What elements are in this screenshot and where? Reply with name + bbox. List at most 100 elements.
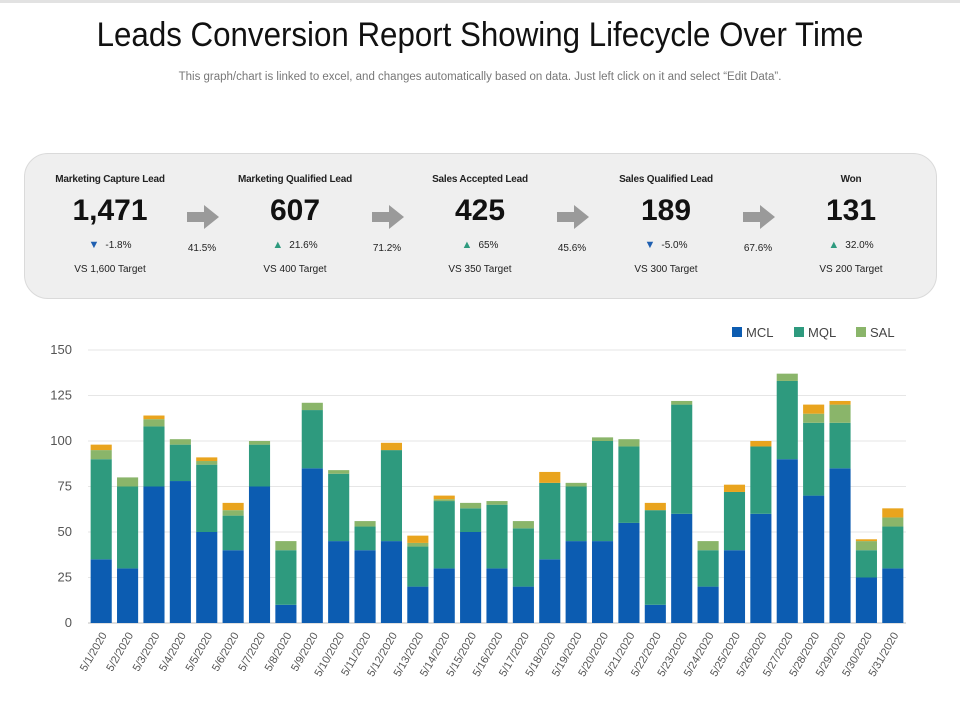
bar-other: [222, 502, 244, 511]
bar-other: [882, 508, 904, 518]
bar-other: [750, 441, 772, 447]
bar-mcl: [90, 559, 112, 623]
bar-mcl: [460, 532, 482, 623]
conversion-rate: 45.6%: [557, 243, 587, 254]
legend-label-mql: MQL: [808, 325, 836, 340]
bar-sal: [354, 521, 376, 527]
bar-mcl: [644, 604, 666, 623]
y-tick-label: 75: [58, 479, 72, 494]
bar-other: [829, 400, 851, 405]
stage-value: 1,471: [72, 194, 148, 227]
bar-mql: [90, 459, 112, 560]
stacked-bar-chart: 02550751001251505/1/20205/2/20205/3/2020…: [50, 325, 906, 679]
bar-mql: [776, 380, 798, 460]
stage-target: VS 200 Target: [819, 264, 883, 275]
bar-mcl: [407, 586, 429, 623]
bar-sal: [697, 541, 719, 551]
bar-mcl: [829, 468, 851, 623]
bar-mcl: [433, 568, 455, 623]
bar-mcl: [380, 541, 403, 623]
stage-change-value: -5.0%: [661, 240, 688, 251]
bar-sal: [829, 404, 851, 423]
bar-sal: [618, 439, 640, 447]
bar-other: [196, 457, 218, 462]
page-subtitle: This graph/chart is linked to excel, and…: [178, 71, 782, 83]
stage-target: VS 1,600 Target: [74, 264, 146, 275]
bar-mql: [117, 486, 139, 569]
legend-swatch-mcl: [732, 327, 742, 337]
bar-sal: [407, 542, 429, 547]
bar-mcl: [750, 513, 772, 623]
stage-label: Marketing Capture Lead: [55, 174, 165, 185]
triangle-down-icon: ▼: [88, 239, 100, 251]
bar-mql: [354, 526, 376, 551]
bar-mcl: [301, 468, 323, 623]
stage-change: ▲ 32.0%: [776, 239, 926, 251]
bar-mql: [644, 510, 666, 605]
bar-sal: [169, 439, 191, 445]
bar-sal: [328, 470, 350, 474]
legend-label-sal: SAL: [870, 325, 895, 340]
bar-sal: [222, 510, 244, 516]
bar-sal: [855, 541, 877, 551]
stage-value: 607: [269, 194, 321, 227]
y-tick-label: 150: [50, 342, 72, 357]
y-tick-label: 0: [65, 615, 72, 630]
bar-mql: [855, 550, 877, 578]
bar-mql: [539, 482, 561, 560]
bar-mcl: [117, 568, 139, 623]
stage-change-value: 21.6%: [289, 240, 318, 251]
stage-value: 131: [825, 194, 877, 227]
triangle-up-icon: ▲: [272, 239, 284, 251]
stage-change: ▲ 65%: [405, 239, 555, 251]
bar-mcl: [354, 550, 376, 623]
bar-mcl: [776, 459, 798, 623]
bar-sal: [671, 400, 693, 405]
stage-label: Sales Accepted Lead: [432, 174, 528, 185]
stage-change: ▼ -1.8%: [35, 239, 185, 251]
bar-other: [723, 484, 746, 492]
bar-mql: [248, 444, 271, 487]
right-arrow-icon: [372, 205, 404, 229]
bar-mql: [882, 526, 904, 569]
legend-swatch-sal: [856, 327, 866, 337]
bar-mcl: [697, 586, 719, 623]
bar-mql: [196, 464, 218, 532]
bar-sal: [275, 541, 297, 551]
conversion-rate: 71.2%: [372, 243, 402, 254]
bar-mcl: [248, 486, 271, 623]
stage-change-value: 32.0%: [845, 240, 874, 251]
right-arrow-icon: [187, 205, 219, 229]
legend-label-mcl: MCL: [746, 325, 773, 340]
bar-mql: [275, 550, 297, 605]
funnel-summary-panel: Marketing Capture Lead 1,471 ▼ -1.8% VS 1…: [24, 153, 937, 299]
bar-mql: [723, 491, 746, 551]
stage-change: ▲ 21.6%: [220, 239, 370, 251]
stage-label: Marketing Qualified Lead: [237, 174, 353, 185]
bar-mcl: [803, 495, 825, 623]
y-tick-label: 100: [50, 433, 72, 448]
bar-other: [539, 471, 561, 483]
bar-mcl: [169, 481, 191, 623]
bar-mql: [301, 410, 323, 469]
bar-sal: [776, 373, 798, 381]
stage-change-value: 65%: [478, 240, 499, 251]
bar-other: [855, 539, 877, 542]
stage-value: 189: [640, 194, 692, 227]
bar-sal: [803, 413, 825, 423]
stage-target: VS 400 Target: [263, 264, 327, 275]
bar-mql: [143, 426, 165, 487]
bar-sal: [196, 461, 218, 465]
top-rule: [0, 0, 960, 3]
bar-mcl: [328, 541, 350, 623]
y-tick-label: 125: [50, 388, 72, 403]
bar-mql: [565, 486, 587, 542]
stage-label: Won: [840, 174, 862, 185]
triangle-up-icon: ▲: [828, 239, 840, 251]
bar-mql: [829, 422, 851, 469]
conversion-rate: 67.6%: [743, 243, 773, 254]
bar-mcl: [618, 522, 640, 623]
bar-mcl: [486, 568, 508, 623]
bar-mql: [433, 501, 455, 569]
legend-swatch-mql: [794, 327, 804, 337]
